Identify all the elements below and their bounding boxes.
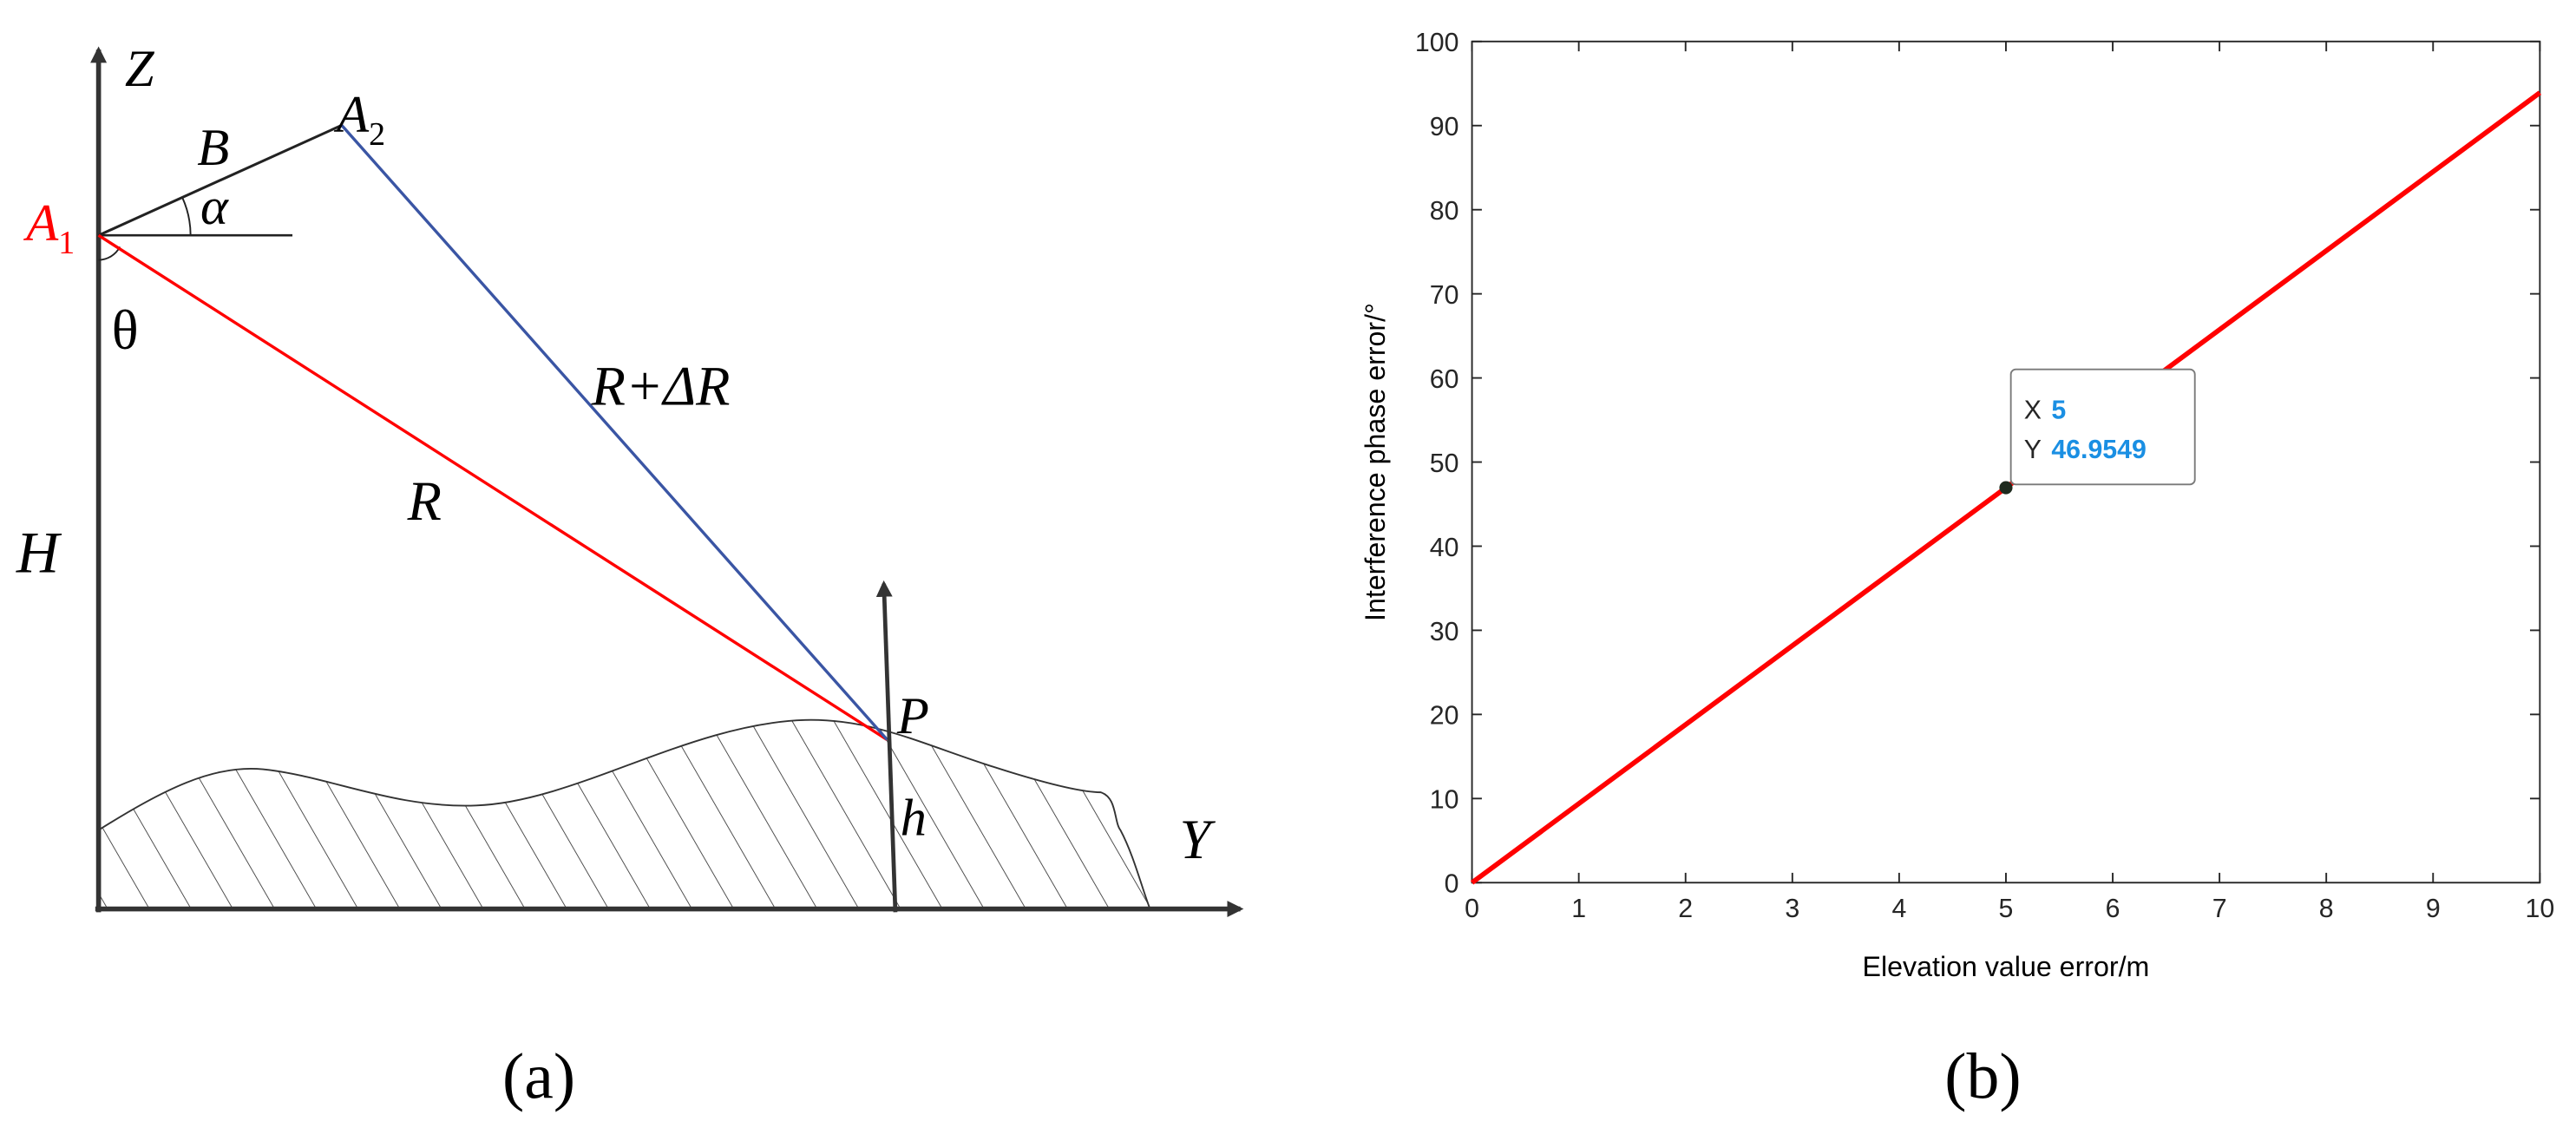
- p-label: P: [896, 687, 929, 745]
- x-tick-label: 5: [1999, 895, 2014, 923]
- y-tick-label: 60: [1430, 365, 1459, 394]
- x-tick-label: 6: [2106, 895, 2120, 923]
- x-axis-title: Elevation value error/m: [1863, 951, 2150, 982]
- plot-area: [1471, 40, 2541, 884]
- a2-sub: 2: [369, 116, 385, 153]
- x-tick-label: 10: [2525, 895, 2554, 923]
- y-tick-label: 30: [1430, 618, 1459, 646]
- datatip-x-label: X: [2024, 397, 2042, 425]
- a1-main: A: [23, 194, 59, 252]
- datatip-x-value: 5: [2051, 397, 2066, 425]
- y-tick-label: 100: [1415, 29, 1459, 57]
- a2-label: A2: [333, 86, 385, 153]
- x-tick-label: 7: [2212, 895, 2227, 923]
- datatip-box: [2009, 368, 2196, 486]
- y-tick-label: 10: [1430, 786, 1459, 815]
- alpha-label: α: [200, 178, 229, 236]
- y-tick-label: 80: [1430, 197, 1459, 226]
- x-tick-label: 1: [1571, 895, 1586, 923]
- y-tick-label: 90: [1430, 113, 1459, 141]
- h-big-label: H: [16, 519, 62, 585]
- h-label: h: [901, 789, 927, 847]
- range-line: [97, 233, 888, 741]
- y-axis-title: Interference phase error/°: [1360, 303, 1391, 621]
- x-tick-label: 0: [1465, 895, 1479, 923]
- range2-label: R+ΔR: [591, 355, 731, 416]
- baseline: [97, 123, 343, 237]
- range2-line: [340, 124, 888, 741]
- x-tick-label: 4: [1891, 895, 1906, 923]
- theta-label: θ: [112, 299, 139, 361]
- datatip-y-label: Y: [2024, 436, 2042, 464]
- x-tick-label: 8: [2319, 895, 2334, 923]
- y-label: Y: [1180, 809, 1216, 870]
- datatip-y-value: 46.9549: [2051, 436, 2146, 464]
- a1-sub: 1: [58, 225, 75, 261]
- datatip-point: [1999, 481, 2013, 495]
- caption-a: (a): [502, 1040, 575, 1112]
- z-label: Z: [125, 40, 155, 98]
- x-tick-label: 2: [1678, 895, 1693, 923]
- normal-arrow: [875, 580, 898, 913]
- y-tick-label: 40: [1430, 534, 1459, 562]
- a2-main: A: [333, 86, 370, 144]
- range-label: R: [407, 470, 442, 532]
- y-tick-label: 0: [1445, 870, 1459, 899]
- x-tick-label: 9: [2426, 895, 2441, 923]
- alpha-arc: [181, 197, 192, 236]
- b-label: B: [197, 119, 229, 177]
- y-tick-label: 20: [1430, 702, 1459, 731]
- theta-arc: [98, 246, 121, 261]
- terrain: [97, 718, 1151, 910]
- y-tick-label: 70: [1430, 281, 1459, 310]
- datatip-y: Y 46.9549: [2024, 436, 2147, 464]
- a1-label: A1: [23, 194, 75, 261]
- y-tick-label: 50: [1430, 449, 1459, 478]
- caption-b: (b): [1944, 1040, 2021, 1112]
- diagram: Z A2 B α A1 θ H R+ΔR R P h Y (a): [16, 40, 1244, 1112]
- x-tick-label: 3: [1785, 895, 1799, 923]
- chart: Elevation value error/m Interference pha…: [1360, 29, 2554, 1112]
